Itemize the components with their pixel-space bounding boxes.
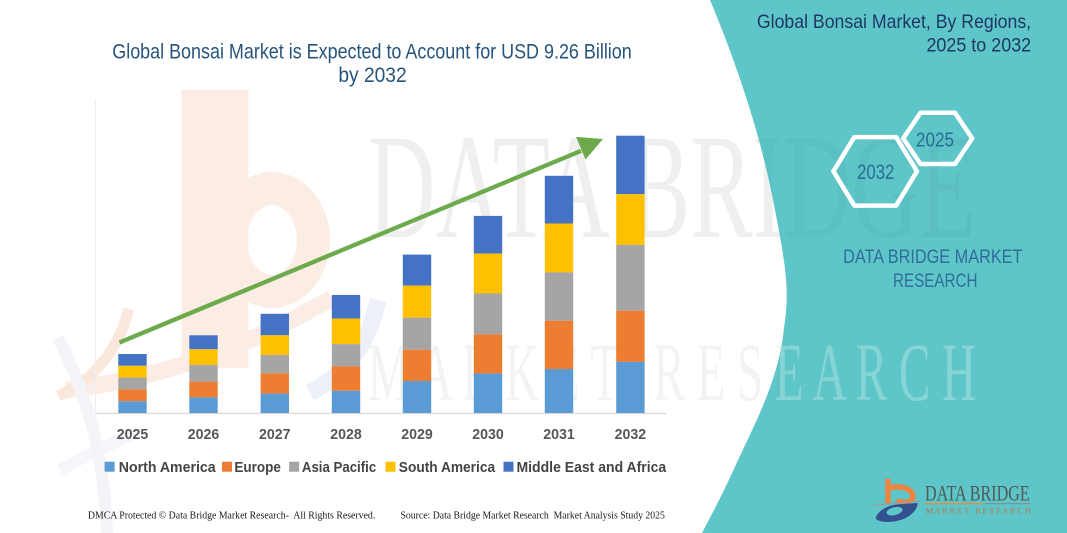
svg-text:2025: 2025 (117, 426, 149, 443)
svg-text:Middle East and Africa: Middle East and Africa (517, 460, 668, 476)
svg-text:2032: 2032 (857, 161, 894, 184)
svg-text:Global Bonsai Market, By Regio: Global Bonsai Market, By Regions, (757, 11, 1031, 33)
svg-text:2031: 2031 (543, 426, 575, 443)
svg-text:2025 to 2032: 2025 to 2032 (926, 35, 1031, 57)
svg-text:RESEARCH: RESEARCH (893, 271, 978, 292)
svg-text:Europe: Europe (234, 460, 281, 476)
svg-text:M A R K E T R E S E A R C H: M A R K E T R E S E A R C H (926, 507, 1031, 516)
svg-text:2030: 2030 (472, 426, 504, 443)
svg-text:2032: 2032 (615, 426, 647, 443)
svg-text:2026: 2026 (188, 426, 220, 443)
svg-text:DMCA Protected © Data Bridge M: DMCA Protected © Data Bridge Market Rese… (88, 509, 376, 521)
svg-text:South America: South America (399, 460, 496, 476)
svg-text:by 2032: by 2032 (338, 63, 406, 87)
svg-text:2029: 2029 (401, 426, 433, 443)
svg-text:2027: 2027 (259, 426, 291, 443)
svg-text:Global Bonsai Market is Expect: Global Bonsai Market is Expected to Acco… (112, 40, 632, 64)
svg-text:DATA BRIDGE: DATA BRIDGE (925, 481, 1030, 506)
svg-text:North America: North America (119, 460, 217, 476)
svg-text:DATA BRIDGE MARKET: DATA BRIDGE MARKET (843, 247, 1023, 268)
svg-text:2028: 2028 (330, 426, 362, 443)
svg-text:2025: 2025 (916, 129, 954, 151)
svg-text:Source: Data Bridge Market Res: Source: Data Bridge Market Research Mark… (401, 509, 666, 521)
svg-text:Asia Pacific: Asia Pacific (302, 460, 376, 476)
